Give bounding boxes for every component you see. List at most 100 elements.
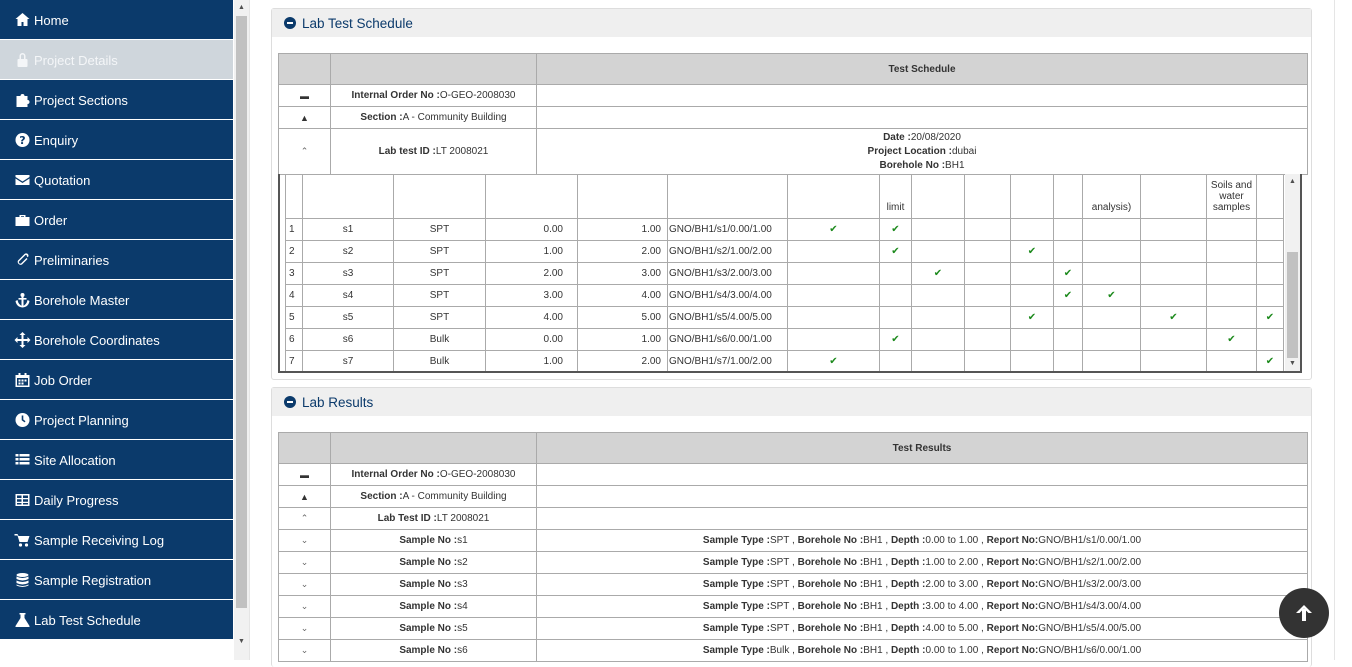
sidebar-item-enquiry[interactable]: ? Enquiry <box>0 120 233 160</box>
depth-value: 3.00 to 4.00 <box>925 601 979 612</box>
schedule-detail-scroll[interactable]: limit analysis) Soils and water samples 1 s1… <box>278 174 1302 373</box>
empty-cell <box>1053 218 1083 241</box>
empty-cell <box>1206 306 1257 329</box>
collapse-toggle[interactable]: ▲ <box>278 485 331 508</box>
empty-cell <box>1256 218 1284 241</box>
cell-n: 1 <box>285 218 303 241</box>
sidebar-item-sample-receiving-log[interactable]: Sample Receiving Log <box>0 520 233 560</box>
sidebar-item-borehole-master[interactable]: Borehole Master <box>0 280 233 320</box>
scrollbar-thumb[interactable] <box>236 16 247 608</box>
empty-cell <box>787 240 880 263</box>
sidebar-item-label: Lab Test Schedule <box>34 613 141 628</box>
type-label: Sample Type : <box>702 535 770 546</box>
bh-label: Borehole No : <box>797 601 864 612</box>
collapse-icon[interactable] <box>284 17 296 29</box>
sample-value: s1 <box>457 535 468 546</box>
sidebar-scrollbar[interactable]: ▲ ▼ <box>234 0 249 660</box>
sidebar-item-daily-progress[interactable]: Daily Progress <box>0 480 233 520</box>
chevron-down-icon[interactable]: ⌄ <box>278 551 331 574</box>
scroll-to-top-button[interactable] <box>1279 588 1329 638</box>
sidebar-item-project-planning[interactable]: Project Planning <box>0 400 233 440</box>
sidebar-item-sample-registration[interactable]: Sample Registration <box>0 560 233 600</box>
column-header <box>787 174 880 219</box>
table-row: 6 s6 Bulk 0.00 1.00 GNO/BH1/s6/0.00/1.00 ✔ ✔ <box>285 328 1284 351</box>
sidebar-item-lab-test-schedule[interactable]: Lab Test Schedule <box>0 600 233 640</box>
sample-row[interactable]: ⌄ Sample No :s6 Sample Type :Bulk , Boreho… <box>278 639 1308 662</box>
type-label: Sample Type : <box>702 623 770 634</box>
column-header <box>911 174 965 219</box>
empty-cell <box>879 284 912 307</box>
column-header <box>302 174 394 219</box>
order-label: Internal Order No : <box>351 90 440 101</box>
sample-row[interactable]: ⌄ Sample No :s2 Sample Type :SPT , Borehol… <box>278 551 1308 574</box>
sample-row[interactable]: ⌄ Sample No :s4 Sample Type :SPT , Borehol… <box>278 595 1308 618</box>
chevron-down-icon[interactable]: ⌄ <box>278 617 331 640</box>
chevron-down-icon[interactable]: ⌄ <box>278 529 331 552</box>
section-value: A - Community Building <box>402 112 507 123</box>
lab-test-schedule-header[interactable]: Lab Test Schedule <box>272 9 1311 37</box>
type-label: Sample Type : <box>702 601 770 612</box>
cell-sample: s1 <box>302 218 394 241</box>
collapse-icon[interactable] <box>284 396 296 408</box>
main-content: Lab Test Schedule Test Schedule ▬ Intern… <box>249 0 1352 667</box>
sample-row[interactable]: ⌄ Sample No :s3 Sample Type :SPT , Borehol… <box>278 573 1308 596</box>
cell-n: 6 <box>285 328 303 351</box>
scroll-down-arrow[interactable]: ▼ <box>238 638 245 645</box>
type-label: Sample Type : <box>702 645 770 656</box>
depth-value: 0.00 to 1.00 <box>925 535 979 546</box>
sidebar-item-borehole-coordinates[interactable]: Borehole Coordinates <box>0 320 233 360</box>
type-value: SPT <box>769 623 790 634</box>
bh-label: Borehole No : <box>797 623 864 634</box>
sidebar-item-quotation[interactable]: Quotation <box>0 160 233 200</box>
chevron-down-icon[interactable]: ⌄ <box>278 573 331 596</box>
scroll-up-arrow[interactable]: ▲ <box>238 4 245 11</box>
home-icon <box>12 11 32 29</box>
collapse-toggle[interactable]: ▲ <box>278 106 331 129</box>
checkmark-icon: ✔ <box>1010 240 1054 263</box>
type-value: SPT <box>769 579 790 590</box>
empty-cell <box>1010 218 1054 241</box>
type-label: Sample Type : <box>702 579 770 590</box>
sidebar-item-project-details[interactable]: Project Details <box>0 40 233 80</box>
arrow-up-icon <box>1296 605 1312 621</box>
checkmark-icon: ✔ <box>879 240 912 263</box>
empty-cell <box>911 328 965 351</box>
scrollbar-thumb[interactable] <box>1287 252 1298 358</box>
database-icon <box>12 571 32 589</box>
scroll-down-arrow[interactable]: ▼ <box>1289 360 1296 367</box>
sidebar-item-preliminaries[interactable]: Preliminaries <box>0 240 233 280</box>
schedule-detail-table: limit analysis) Soils and water samples 1 s1… <box>285 174 1284 371</box>
empty-cell <box>1206 284 1257 307</box>
cell-type: Bulk <box>393 328 486 351</box>
chevron-up-icon[interactable]: ⌃ <box>278 507 331 530</box>
cell-type: SPT <box>393 218 486 241</box>
sample-value: s4 <box>457 601 468 612</box>
scroll-up-arrow[interactable]: ▲ <box>1289 178 1296 185</box>
detail-scrollbar[interactable]: ▲ ▼ <box>1285 174 1300 371</box>
sidebar-item-site-allocation[interactable]: Site Allocation <box>0 440 233 480</box>
cell-from: 1.00 <box>485 240 578 263</box>
chevron-down-icon[interactable]: ⌄ <box>278 639 331 662</box>
empty-cell <box>1053 350 1083 371</box>
section-label: Section : <box>360 112 403 123</box>
cell-n: 2 <box>285 240 303 263</box>
sample-row[interactable]: ⌄ Sample No :s5 Sample Type :SPT , Borehol… <box>278 617 1308 640</box>
lock-icon <box>12 51 32 69</box>
cell-to: 3.00 <box>577 262 668 285</box>
chevron-down-icon[interactable]: ⌄ <box>278 595 331 618</box>
chevron-up-icon[interactable]: ⌃ <box>278 128 331 175</box>
sample-row[interactable]: ⌄ Sample No :s1 Sample Type :SPT , Borehol… <box>278 529 1308 552</box>
bh-value: BH1 <box>863 645 883 656</box>
depth-value: 2.00 to 3.00 <box>925 579 979 590</box>
table-row: 2 s2 SPT 1.00 2.00 GNO/BH1/s2/1.00/2.00 ✔ ✔ <box>285 240 1284 263</box>
sidebar-item-order[interactable]: Order <box>0 200 233 240</box>
sidebar-item-job-order[interactable]: Job Order <box>0 360 233 400</box>
cell-from: 4.00 <box>485 306 578 329</box>
sidebar-item-home[interactable]: Home <box>0 0 233 40</box>
minus-toggle[interactable]: ▬ <box>278 84 331 107</box>
sidebar-item-project-sections[interactable]: Project Sections <box>0 80 233 120</box>
minus-toggle[interactable]: ▬ <box>278 463 331 486</box>
sidebar-item-label: Project Details <box>34 53 118 68</box>
lab-results-header[interactable]: Lab Results <box>272 388 1311 416</box>
empty-cell <box>1140 350 1207 371</box>
